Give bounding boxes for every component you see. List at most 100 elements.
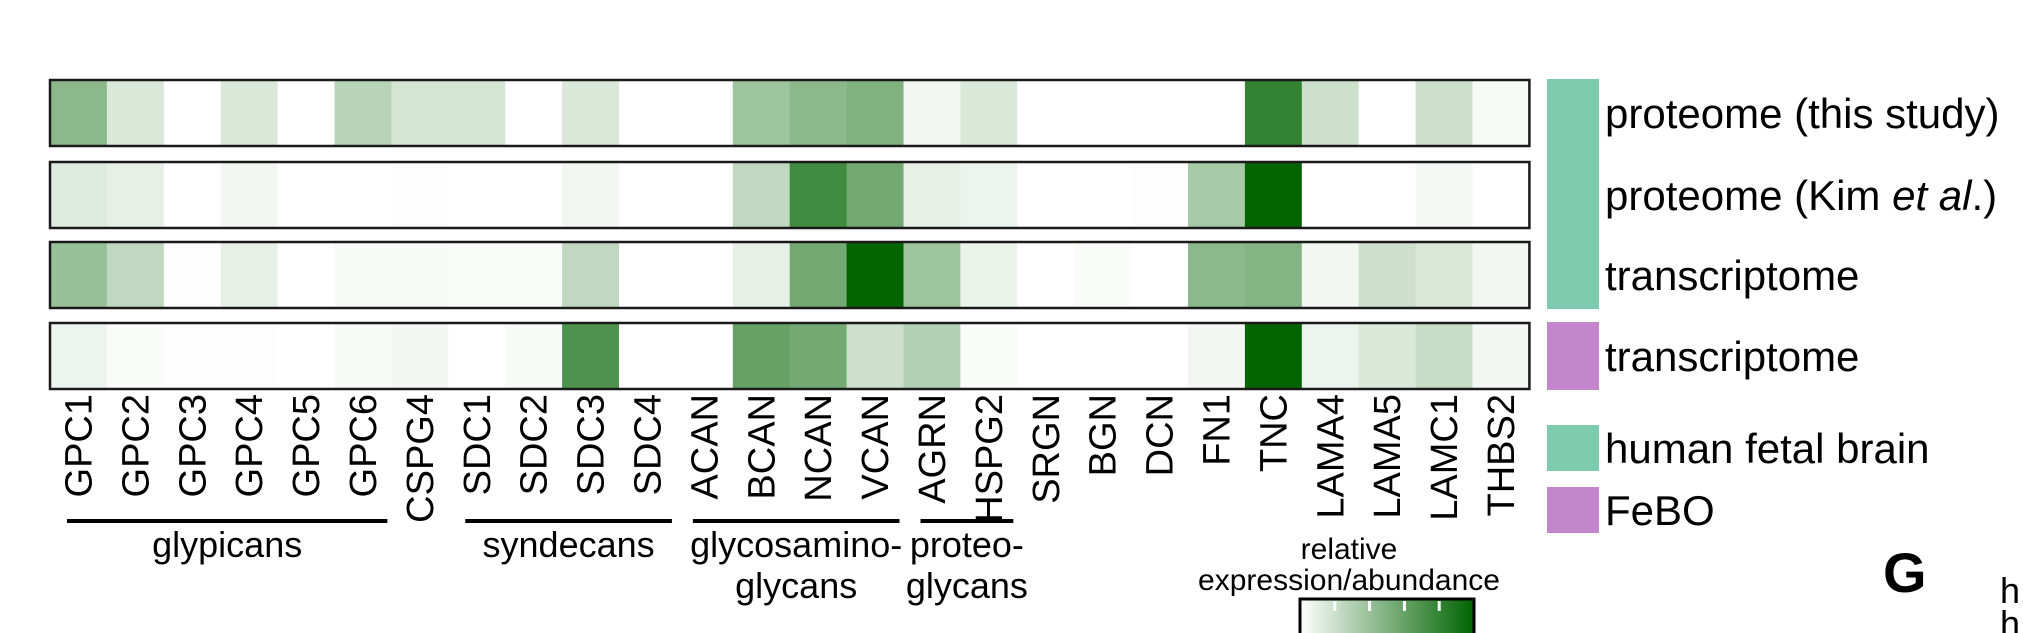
heatmap-cell-cspg4-row-2 — [391, 162, 449, 228]
heatmap-cell-fn1-row-4 — [1188, 323, 1246, 389]
gene-groups: glypicans syndecans glycosamino-glycanspro… — [67, 519, 1028, 606]
group-label: proteo- — [910, 524, 1024, 565]
gene-label-sdc1: SDC1 — [457, 394, 499, 495]
gene-label-sdc4: SDC4 — [627, 394, 669, 495]
heatmap-cell-dcn-row-4 — [1131, 323, 1189, 389]
heatmap-cell-gpc6-row-4 — [334, 323, 392, 389]
heatmap-cell-sdc4-row-4 — [619, 323, 677, 389]
heatmap-cell-ncan-row-1 — [789, 80, 848, 146]
heatmap-cell-tnc-row-1 — [1244, 80, 1303, 146]
gene-label-lama5: LAMA5 — [1367, 394, 1409, 519]
heatmap-cell-gpc1-row-2 — [50, 162, 108, 228]
heatmap-cell-gpc6-row-1 — [334, 80, 392, 146]
heatmap-cell-agrn-row-2 — [903, 162, 961, 228]
heatmap-cell-sdc2-row-1 — [505, 80, 563, 146]
heatmap-cell-vcan-row-2 — [846, 162, 905, 228]
row-frames — [48, 78, 1531, 391]
gene-label-gpc5: GPC5 — [286, 394, 328, 497]
heatmap-cell-gpc5-row-4 — [277, 323, 336, 389]
heatmap-cell-gpc2-row-3 — [106, 242, 165, 308]
heatmap-cell-dcn-row-3 — [1131, 242, 1189, 308]
heatmap-cell-lama4-row-4 — [1301, 323, 1360, 389]
heatmap-cell-dcn-row-1 — [1131, 80, 1189, 146]
source-bars — [1547, 79, 1599, 390]
gene-label-lama4: LAMA4 — [1310, 394, 1352, 519]
heatmap-cell-ncan-row-2 — [789, 162, 848, 228]
gene-label-acan: ACAN — [684, 394, 726, 500]
heatmap-cell-hspg2-row-3 — [960, 242, 1018, 308]
gene-label-lamc1: LAMC1 — [1424, 394, 1466, 521]
color-scale-title: relative — [1301, 533, 1398, 566]
heatmap-cell-gpc6-row-3 — [334, 242, 392, 308]
heatmap-cell-lamc1-row-3 — [1415, 242, 1474, 308]
gene-label-sdc3: SDC3 — [571, 394, 613, 495]
heatmap-cell-acan-row-1 — [675, 80, 734, 146]
heatmap-cell-gpc3-row-4 — [163, 323, 222, 389]
gene-label-gpc2: GPC2 — [115, 394, 157, 497]
group-label: syndecans — [483, 524, 655, 565]
heatmap-cell-sdc1-row-1 — [448, 80, 506, 146]
heatmap-cell-acan-row-3 — [675, 242, 734, 308]
heatmap-cell-fn1-row-1 — [1188, 80, 1246, 146]
heatmap-cell-gpc2-row-2 — [106, 162, 165, 228]
group-label: glycosamino- — [690, 524, 902, 565]
row-label: proteome (Kim et al.) — [1605, 172, 1997, 219]
color-scale-bar — [1298, 597, 1476, 633]
heatmap-cell-gpc4-row-3 — [220, 242, 279, 308]
heatmap-cell-sdc3-row-1 — [562, 80, 620, 146]
gene-label-srgn: SRGN — [1026, 394, 1068, 504]
heatmap-cell-dcn-row-2 — [1131, 162, 1189, 228]
heatmap-cell-hspg2-row-2 — [960, 162, 1018, 228]
legend-label: FeBO — [1605, 487, 1715, 534]
heatmap-cell-acan-row-2 — [675, 162, 734, 228]
heatmap-cell-gpc4-row-2 — [220, 162, 279, 228]
group-label: glycans — [906, 565, 1028, 606]
gene-label-bcan: BCAN — [741, 394, 783, 500]
gene-label-dcn: DCN — [1140, 394, 1182, 476]
heatmap-cell-sdc2-row-4 — [505, 323, 563, 389]
heatmap-cell-cspg4-row-4 — [391, 323, 449, 389]
heatmap-cell-gpc3-row-2 — [163, 162, 222, 228]
heatmap-cell-lama4-row-3 — [1301, 242, 1360, 308]
heatmap-cell-srgn-row-4 — [1017, 323, 1075, 389]
gene-label-agrn: AGRN — [912, 394, 954, 504]
heatmap-cell-lamc1-row-2 — [1415, 162, 1474, 228]
gene-label-vcan: VCAN — [855, 394, 897, 500]
heatmap-cell-thbs2-row-4 — [1472, 323, 1530, 389]
heatmap-cell-bgn-row-4 — [1074, 323, 1132, 389]
source-legend: human fetal brain FeBO — [1547, 425, 1930, 534]
heatmap-cell-bgn-row-3 — [1074, 242, 1132, 308]
gene-label-bgn: BGN — [1083, 394, 1125, 476]
heatmap-cell-gpc4-row-4 — [220, 323, 279, 389]
heatmap-cell-agrn-row-1 — [903, 80, 961, 146]
heatmap-cell-lamc1-row-4 — [1415, 323, 1474, 389]
heatmap-cell-gpc2-row-1 — [106, 80, 165, 146]
heatmap-cell-hspg2-row-1 — [960, 80, 1018, 146]
heatmap-cell-ncan-row-3 — [789, 242, 848, 308]
group-label: glypicans — [152, 524, 302, 565]
panel-letter: G — [1883, 541, 1927, 604]
gene-label-fn1: FN1 — [1197, 394, 1239, 466]
heatmap-cell-thbs2-row-2 — [1472, 162, 1530, 228]
row-label: proteome (this study) — [1605, 90, 2000, 137]
heatmap-cell-acan-row-4 — [675, 323, 734, 389]
heatmap-cell-lama4-row-1 — [1301, 80, 1360, 146]
heatmap-cell-gpc3-row-3 — [163, 242, 222, 308]
row-frame — [48, 160, 1531, 230]
heatmap-cell-sdc2-row-3 — [505, 242, 563, 308]
row-labels: proteome (this study) proteome (Kim et al… — [1605, 90, 2000, 380]
heatmap-cell-gpc4-row-1 — [220, 80, 279, 146]
heatmap-cell-vcan-row-4 — [846, 323, 905, 389]
heatmap-cell-thbs2-row-3 — [1472, 242, 1530, 308]
heatmap-cell-fn1-row-2 — [1188, 162, 1246, 228]
heatmap-cell-gpc2-row-4 — [106, 323, 165, 389]
gene-label-thbs2: THBS2 — [1481, 394, 1523, 516]
heatmap-cell-gpc6-row-2 — [334, 162, 392, 228]
row-frame — [48, 321, 1531, 391]
gene-label-gpc4: GPC4 — [229, 394, 271, 497]
group-label: glycans — [735, 565, 857, 606]
heatmap-cell-sdc2-row-2 — [505, 162, 563, 228]
heatmap-cell-srgn-row-1 — [1017, 80, 1075, 146]
